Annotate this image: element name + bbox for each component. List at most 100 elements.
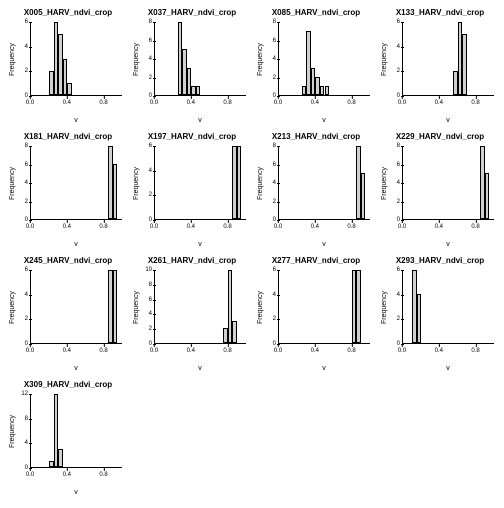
x-tick: 0.0 [274,100,282,106]
y-ticks: 0246 [142,146,154,220]
histogram-panel: X277_HARV_ndvi_cropFrequency02460.00.40.… [256,256,376,376]
y-tick: 2 [273,316,276,322]
x-tick: 0.8 [223,224,231,230]
plot-area [154,146,246,220]
x-ticks: 0.00.40.8 [30,346,122,356]
histogram-bar [417,294,422,343]
x-tick: 0.4 [435,100,443,106]
y-tick: 4 [25,180,28,186]
histogram-grid: X005_HARV_ndvi_cropFrequency02460.00.40.… [8,8,496,500]
panel-title: X181_HARV_ndvi_crop [8,132,128,141]
y-tick: 6 [149,297,152,303]
y-axis-label: Frequency [132,146,142,220]
histogram-panel: X005_HARV_ndvi_cropFrequency02460.00.40.… [8,8,128,128]
histogram-bar [113,164,118,219]
y-tick: 6 [149,38,152,44]
y-tick: 4 [25,440,28,446]
y-tick: 4 [397,292,400,298]
panel-title: X261_HARV_ndvi_crop [132,256,252,265]
y-tick: 0 [25,93,28,99]
x-tick: 0.4 [187,224,195,230]
y-tick: 2 [397,68,400,74]
y-tick: 8 [397,143,400,149]
y-ticks: 0246810 [142,270,154,344]
x-tick: 0.4 [311,100,319,106]
histogram-panel: X229_HARV_ndvi_cropFrequency024680.00.40… [380,132,500,252]
y-tick: 4 [397,180,400,186]
y-tick: 8 [25,143,28,149]
x-ticks: 0.00.40.8 [154,346,246,356]
histogram-bar [58,449,63,467]
plot-area [402,146,494,220]
x-tick: 0.8 [347,224,355,230]
histogram-bar [67,83,72,95]
y-tick: 6 [273,162,276,168]
y-tick: 6 [25,19,28,25]
panel-title: X309_HARV_ndvi_crop [8,380,128,389]
plot-area [278,146,370,220]
x-ticks: 0.00.40.8 [30,98,122,108]
x-tick: 0.4 [63,348,71,354]
y-axis-label: Frequency [132,22,142,96]
panel-title: X277_HARV_ndvi_crop [256,256,376,265]
plot-area [154,22,246,96]
y-axis-label: Frequency [8,270,18,344]
y-tick: 8 [273,19,276,25]
y-tick: 4 [25,44,28,50]
y-tick: 0 [25,217,28,223]
x-tick: 0.4 [311,348,319,354]
y-ticks: 0246 [18,22,30,96]
y-tick: 6 [397,19,400,25]
x-tick: 0.0 [398,224,406,230]
y-ticks: 04812 [18,394,30,468]
x-ticks: 0.00.40.8 [30,470,122,480]
histogram-bar [485,173,490,219]
panel-title: X085_HARV_ndvi_crop [256,8,376,17]
x-tick: 0.4 [63,224,71,230]
histogram-panel: X245_HARV_ndvi_cropFrequency02460.00.40.… [8,256,128,376]
histogram-panel: X197_HARV_ndvi_cropFrequency02460.00.40.… [132,132,252,252]
y-tick: 0 [273,93,276,99]
y-tick: 0 [397,341,400,347]
panel-title: X245_HARV_ndvi_crop [8,256,128,265]
y-ticks: 0246 [390,270,402,344]
histogram-bar [356,270,361,343]
y-tick: 0 [25,341,28,347]
y-tick: 4 [273,180,276,186]
y-tick: 0 [149,217,152,223]
histogram-bar [237,146,242,219]
plot-area [278,22,370,96]
y-ticks: 0246 [18,270,30,344]
y-axis-label: Frequency [132,270,142,344]
plot-area [402,270,494,344]
x-tick: 0.8 [99,224,107,230]
y-axis-label: Frequency [8,22,18,96]
y-tick: 4 [149,311,152,317]
y-tick: 8 [273,143,276,149]
plot-area [30,22,122,96]
y-tick: 0 [273,341,276,347]
histogram-bar [113,270,118,343]
x-tick: 0.4 [187,348,195,354]
plot-area [402,22,494,96]
y-tick: 2 [149,326,152,332]
y-tick: 6 [273,267,276,273]
y-axis-label: Frequency [8,146,18,220]
x-tick: 0.8 [99,100,107,106]
x-tick: 0.4 [435,224,443,230]
y-tick: 2 [25,316,28,322]
x-tick: 0.8 [471,100,479,106]
x-tick: 0.8 [99,472,107,478]
panel-title: X005_HARV_ndvi_crop [8,8,128,17]
histogram-bar [232,321,237,343]
x-tick: 0.4 [187,100,195,106]
y-tick: 8 [149,282,152,288]
y-tick: 6 [25,267,28,273]
y-tick: 2 [397,316,400,322]
histogram-panel: X213_HARV_ndvi_cropFrequency024680.00.40… [256,132,376,252]
y-tick: 0 [273,217,276,223]
x-ticks: 0.00.40.8 [278,346,370,356]
histogram-bar [462,34,467,95]
histogram-panel: X085_HARV_ndvi_cropFrequency024680.00.40… [256,8,376,128]
x-tick: 0.0 [398,100,406,106]
